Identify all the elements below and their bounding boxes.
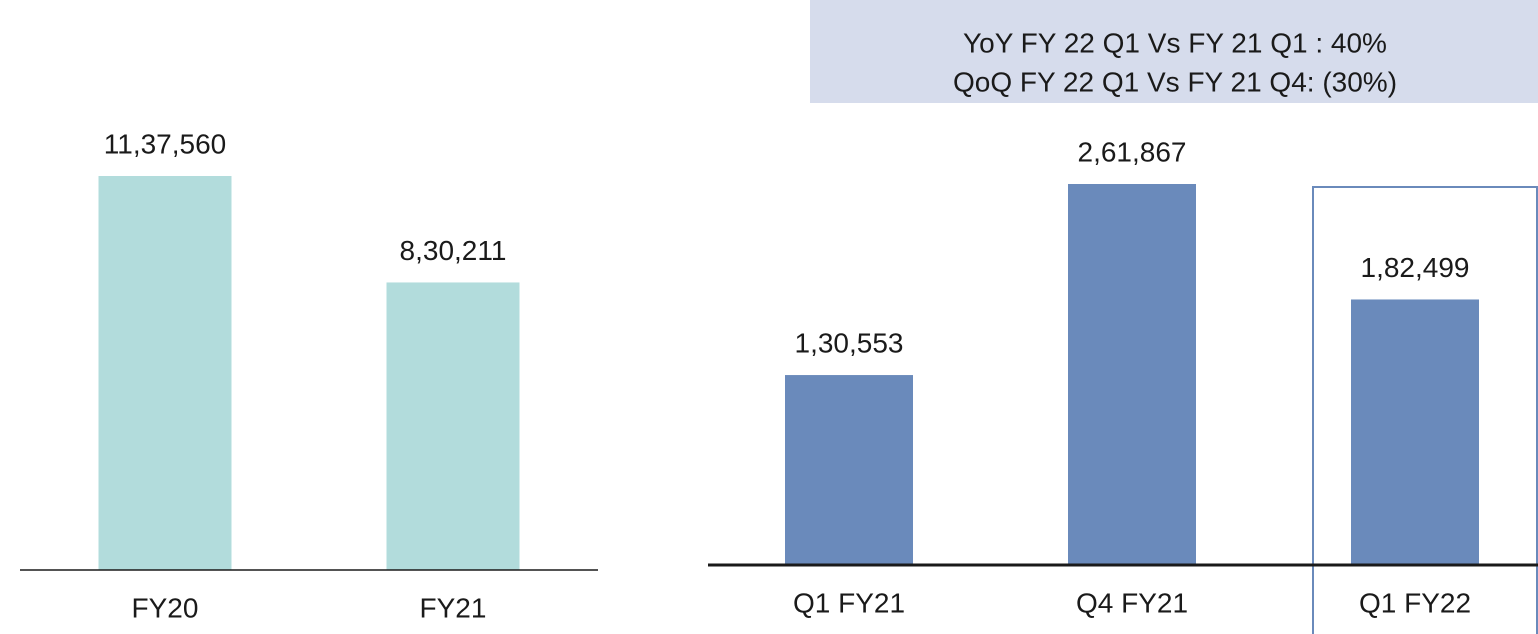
x-tick-label: FY20 — [132, 592, 199, 623]
annotation: YoY FY 22 Q1 Vs FY 21 Q1 : 40% — [963, 27, 1387, 58]
annotation: QoQ FY 22 Q1 Vs FY 21 Q4: (30%) — [953, 66, 1397, 97]
x-tick-label: FY21 — [420, 592, 487, 623]
data-label: 11,37,560 — [104, 128, 227, 159]
annotation-box — [810, 0, 1538, 103]
bar — [785, 375, 913, 565]
bar — [1351, 299, 1479, 565]
data-label: 1,30,553 — [795, 327, 904, 358]
highlight-frame — [1312, 186, 1538, 634]
data-label: 8,30,211 — [400, 235, 507, 266]
x-tick-label: Q1 FY22 — [1359, 587, 1471, 618]
bar — [386, 282, 520, 570]
data-label: 1,82,499 — [1361, 252, 1470, 283]
bar — [1068, 184, 1196, 565]
x-tick-label: Q4 FY21 — [1076, 587, 1188, 618]
x-tick-label: Q1 FY21 — [793, 587, 905, 618]
bar — [98, 176, 232, 570]
data-label: 2,61,867 — [1078, 136, 1187, 167]
